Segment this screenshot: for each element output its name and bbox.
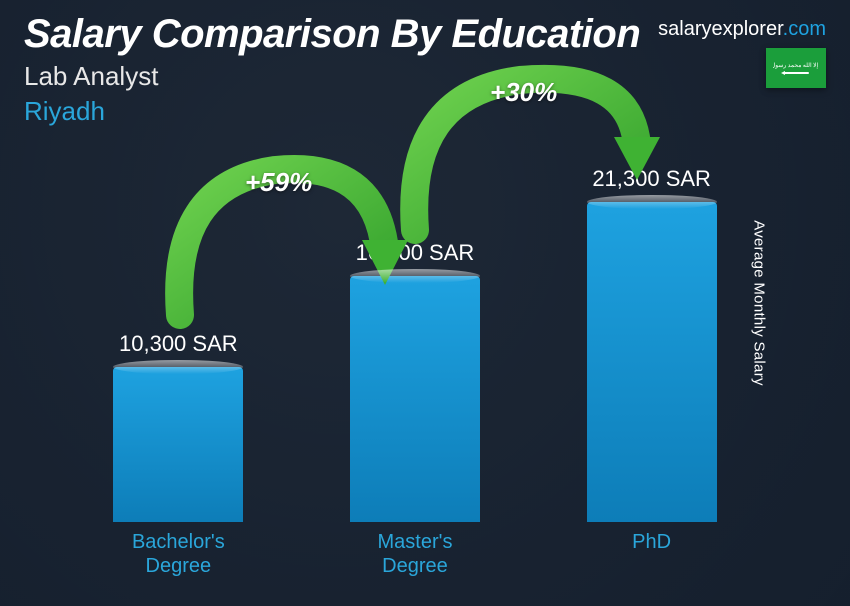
bar-chart: 10,300 SAR 16,400 SAR 21,300 SAR (60, 150, 770, 578)
bar-0 (113, 367, 243, 522)
brand-name: salaryexplorer (658, 18, 783, 40)
bar-group-1: 16,400 SAR (297, 240, 534, 522)
bars-container: 10,300 SAR 16,400 SAR 21,300 SAR (60, 150, 770, 522)
bar-value-2: 21,300 SAR (592, 166, 711, 192)
bar-group-2: 21,300 SAR (533, 166, 770, 522)
cat-label-2: PhD (533, 530, 770, 578)
cat-label-1: Master'sDegree (297, 530, 534, 578)
cat-label-0: Bachelor'sDegree (60, 530, 297, 578)
svg-text:لا إله إلا الله محمد رسول الله: لا إله إلا الله محمد رسول الله (773, 62, 819, 69)
bar-value-1: 16,400 SAR (356, 240, 475, 266)
brand-label: salaryexplorer.com (658, 18, 826, 41)
location: Riyadh (24, 96, 826, 127)
job-title: Lab Analyst (24, 61, 826, 92)
bar-group-0: 10,300 SAR (60, 331, 297, 522)
bar-1 (350, 276, 480, 522)
category-labels: Bachelor'sDegree Master'sDegree PhD (60, 530, 770, 578)
bar-2 (587, 202, 717, 522)
brand-suffix: .com (783, 18, 826, 40)
bar-value-0: 10,300 SAR (119, 331, 238, 357)
flag-icon: لا إله إلا الله محمد رسول الله (766, 48, 826, 88)
